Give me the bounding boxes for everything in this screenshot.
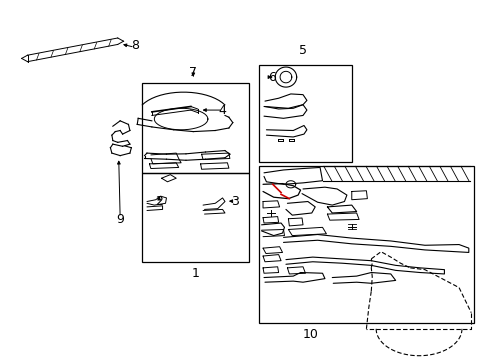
Bar bbox=[259, 65, 351, 162]
Bar bbox=[259, 166, 473, 323]
Text: 5: 5 bbox=[298, 44, 306, 57]
Text: 10: 10 bbox=[302, 328, 318, 341]
Bar bbox=[142, 83, 249, 173]
Text: 7: 7 bbox=[189, 66, 197, 79]
Text: 3: 3 bbox=[230, 195, 238, 208]
Text: 1: 1 bbox=[191, 267, 199, 280]
Bar bbox=[142, 173, 249, 262]
Text: 2: 2 bbox=[155, 195, 163, 208]
Text: 9: 9 bbox=[116, 213, 124, 226]
Text: 4: 4 bbox=[218, 104, 226, 117]
Text: 6: 6 bbox=[267, 71, 275, 84]
Text: 8: 8 bbox=[130, 39, 139, 52]
